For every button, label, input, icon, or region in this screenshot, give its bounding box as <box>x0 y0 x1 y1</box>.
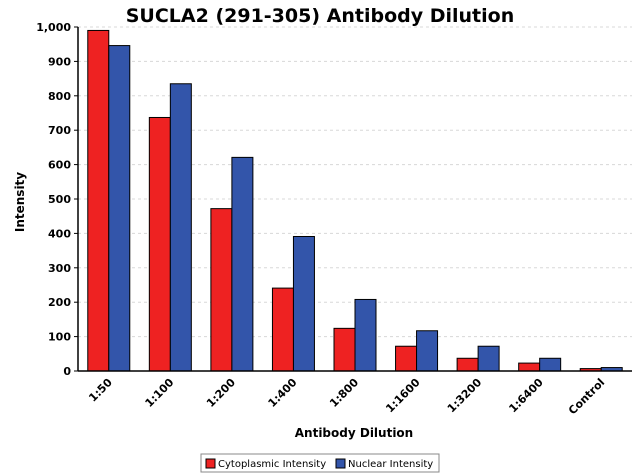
x-tick-labels: 1:50 1:100 1:200 1:400 1:800 1:1600 1:3200 1:64… <box>86 376 607 418</box>
x-tick-label: Control <box>566 376 607 417</box>
bar-nuclear <box>108 45 131 372</box>
bar-nuclear <box>416 330 439 372</box>
bars <box>87 29 623 372</box>
bar-cytoplasmic <box>333 327 356 372</box>
bar-nuclear <box>231 156 254 372</box>
y-tick-label: 1,000 <box>36 21 71 34</box>
x-tick-label: 1:1600 <box>383 376 423 416</box>
bar-nuclear <box>354 298 377 372</box>
x-tick-label: 1:50 <box>86 376 115 405</box>
x-tick-label: 1:100 <box>143 376 177 410</box>
x-tick-label: 1:800 <box>327 376 361 410</box>
bar-cytoplasmic <box>271 287 294 372</box>
y-tick-label: 400 <box>48 227 71 240</box>
bar-cytoplasmic <box>210 208 233 372</box>
x-tick-label: 1:400 <box>266 376 300 410</box>
bar-nuclear <box>169 83 192 372</box>
x-tick-label: 1:3200 <box>445 376 485 416</box>
bar-nuclear <box>292 235 315 372</box>
bar-cytoplasmic <box>395 345 418 372</box>
y-tick-label: 100 <box>48 331 71 344</box>
y-axis-label: Intensity <box>13 172 27 232</box>
x-axis-label: Antibody Dilution <box>295 426 413 440</box>
y-tick-label: 500 <box>48 193 71 206</box>
legend-label-nuclear: Nuclear Intensity <box>348 459 433 470</box>
legend: Cytoplasmic Intensity Nuclear Intensity <box>200 453 440 473</box>
chart-title: SUCLA2 (291-305) Antibody Dilution <box>126 5 514 27</box>
x-tick-label: 1:6400 <box>506 376 546 416</box>
y-tick-label: 700 <box>48 124 71 137</box>
y-tick-label: 900 <box>48 55 71 68</box>
axes <box>74 26 632 372</box>
bar-nuclear <box>539 357 562 372</box>
y-tick-label: 800 <box>48 90 71 103</box>
y-tick-labels: 0 100 200 300 400 500 600 700 800 900 1,000 <box>36 21 71 378</box>
legend-box <box>200 453 440 473</box>
bar-cytoplasmic <box>518 362 541 372</box>
legend-swatch-cytoplasmic <box>205 458 216 469</box>
legend-swatch-nuclear <box>335 458 346 469</box>
y-tick-label: 200 <box>48 296 71 309</box>
x-tick-label: 1:200 <box>204 376 238 410</box>
y-tick-label: 300 <box>48 262 71 275</box>
bar-nuclear <box>477 345 500 372</box>
legend-label-cytoplasmic: Cytoplasmic Intensity <box>218 459 326 470</box>
y-tick-label: 600 <box>48 159 71 172</box>
bar-cytoplasmic <box>456 357 479 372</box>
bar-cytoplasmic <box>87 29 110 372</box>
bar-cytoplasmic <box>148 116 171 372</box>
y-tick-label: 0 <box>63 365 71 378</box>
